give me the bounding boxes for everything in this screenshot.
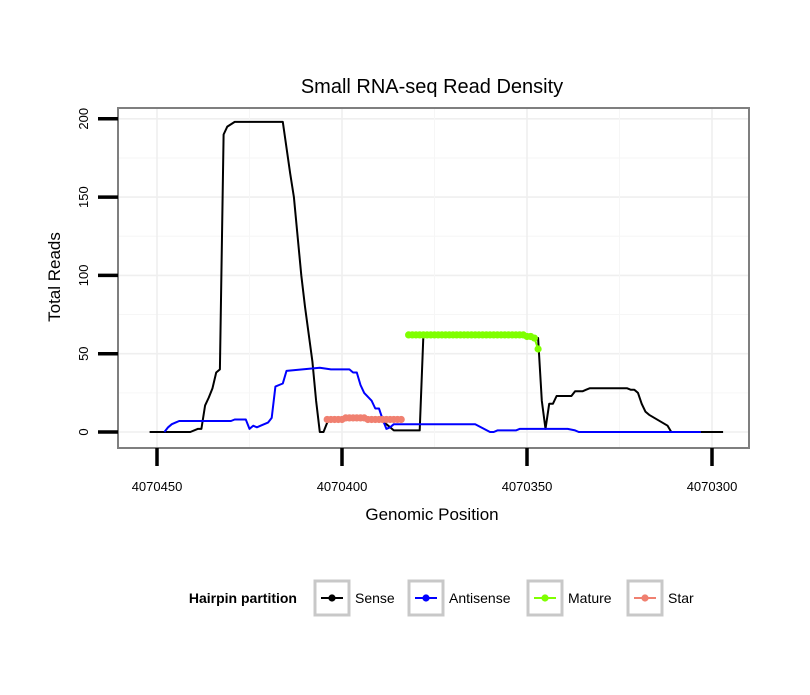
legend-label-sense: Sense (355, 590, 395, 606)
x-tick-label: 4070450 (132, 479, 183, 494)
data-point-star (397, 415, 405, 424)
y-tick-label: 50 (76, 346, 91, 360)
y-tick-label: 200 (76, 108, 91, 130)
legend-key-point-mature (541, 594, 549, 602)
legend-title: Hairpin partition (189, 590, 297, 606)
plot-panel (118, 108, 749, 448)
data-point-mature (534, 345, 542, 353)
legend-key-point-sense (328, 594, 336, 602)
legend-key-antisense (407, 579, 445, 617)
y-axis-label: Total Reads (45, 232, 64, 322)
legend-label-mature: Mature (568, 590, 612, 606)
legend-key-point-star (641, 594, 649, 602)
legend-label-antisense: Antisense (449, 590, 511, 606)
legend-key-point-antisense (422, 594, 430, 602)
y-tick-label: 100 (76, 265, 91, 287)
legend-label-star: Star (668, 590, 694, 606)
plot-border (117, 107, 750, 449)
y-tick-label: 0 (76, 428, 91, 435)
x-axis-label: Genomic Position (365, 505, 498, 524)
y-tick-label: 150 (76, 186, 91, 208)
x-tick-label: 4070300 (687, 479, 738, 494)
data-point-mature (530, 334, 539, 342)
series-line-antisense (163, 366, 701, 433)
x-tick-label: 4070350 (502, 479, 553, 494)
x-tick-label: 4070400 (317, 479, 368, 494)
chart-title: Small RNA-seq Read Density (301, 76, 563, 98)
